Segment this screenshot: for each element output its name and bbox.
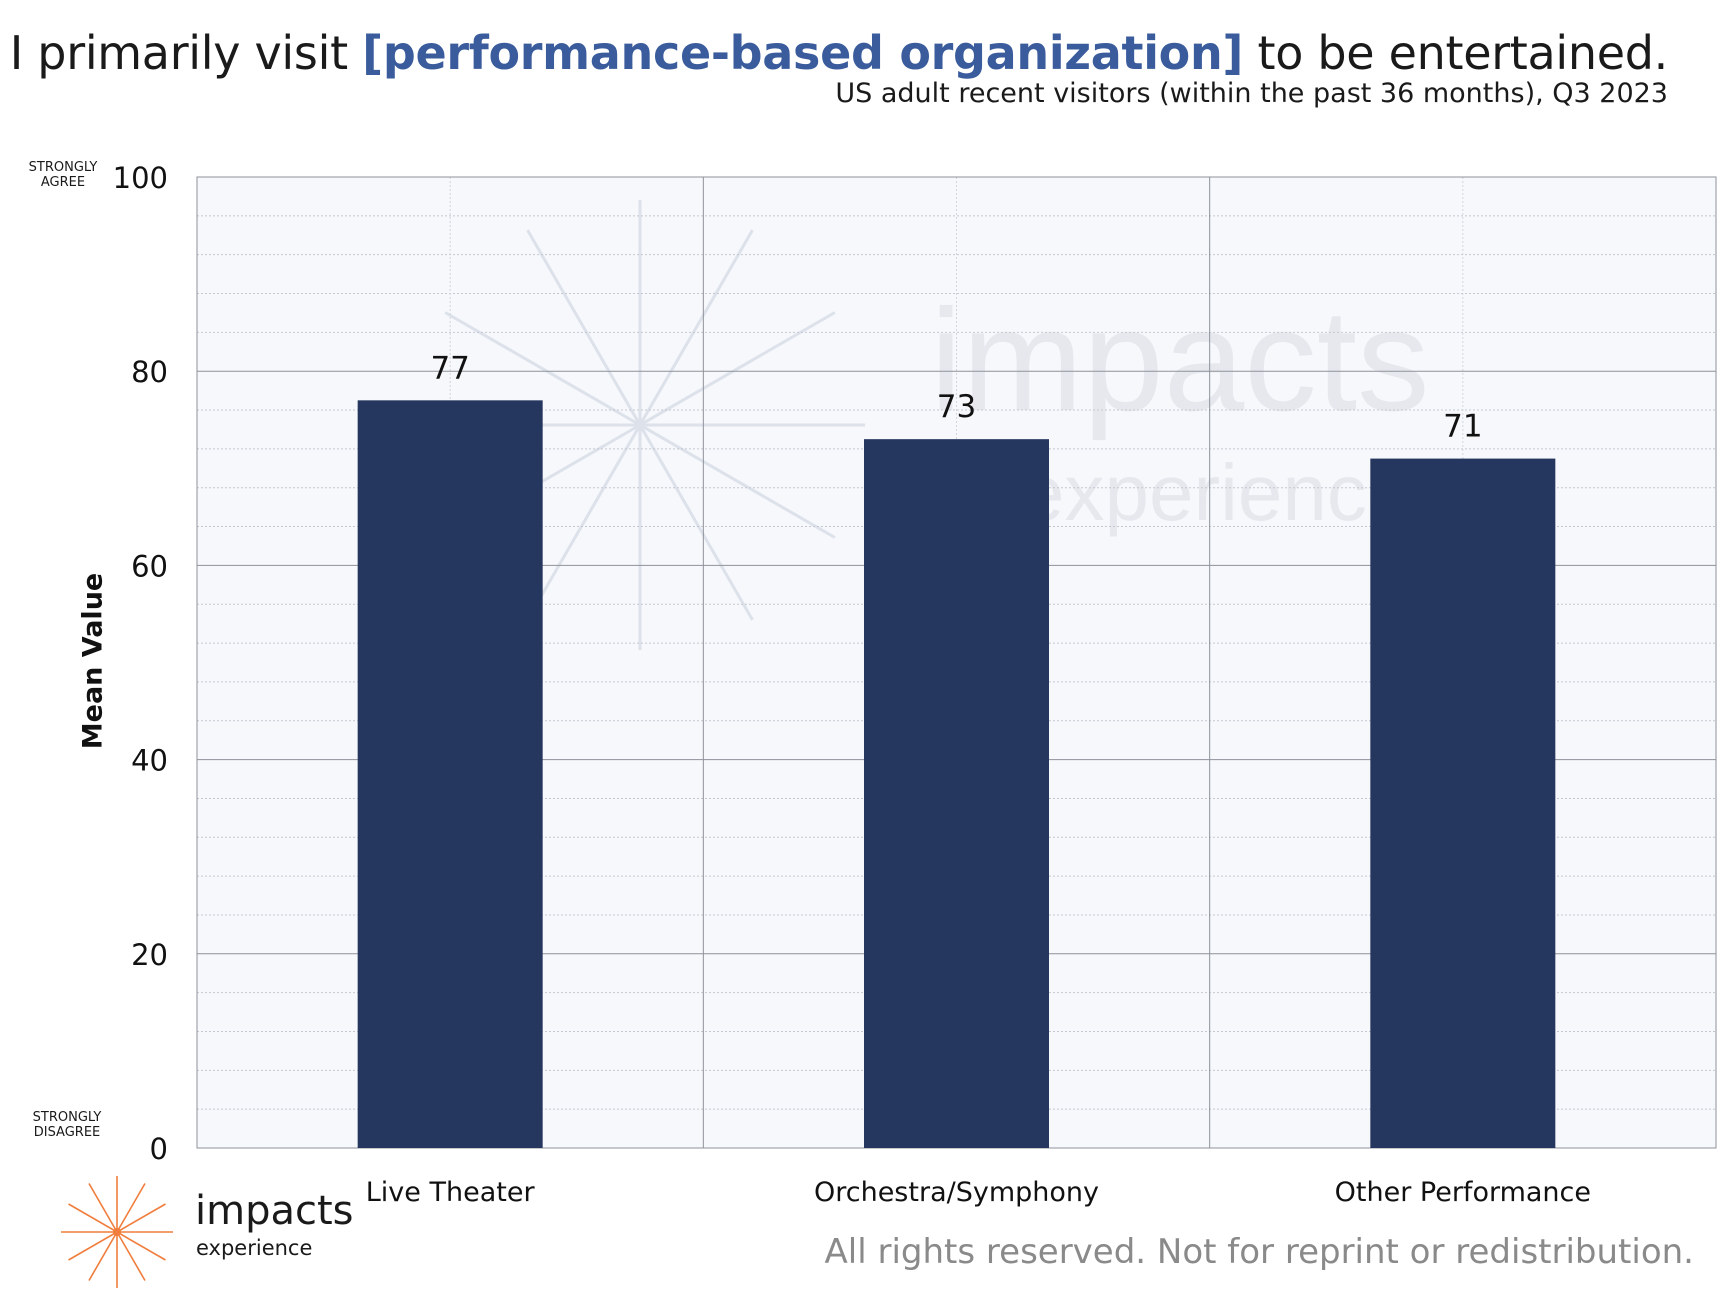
y-tick-label: 40: [131, 744, 168, 778]
data-label: 73: [937, 389, 976, 425]
logo-subtitle: experience: [196, 1236, 313, 1260]
logo-center: [113, 1228, 121, 1236]
x-tick-label: Live Theater: [366, 1177, 536, 1208]
x-tick-label: Orchestra/Symphony: [814, 1177, 1099, 1208]
logo-icon: [61, 1176, 173, 1288]
scale-anchor-top: STRONGLY AGREE: [28, 160, 98, 190]
y-tick-label: 60: [131, 549, 168, 583]
data-label: 77: [430, 350, 469, 386]
watermark-word: impacts: [930, 279, 1430, 441]
logo-wordmark: impacts: [195, 1188, 354, 1234]
watermark-ray: [526, 229, 754, 621]
y-tick-label: 80: [131, 355, 168, 389]
title-highlight: [performance-based organization]: [362, 26, 1244, 80]
y-tick-label: 20: [131, 938, 168, 972]
x-tick-label: Other Performance: [1335, 1177, 1591, 1208]
bar: [357, 400, 543, 1149]
bar: [1370, 458, 1556, 1149]
scale-anchor-bottom: STRONGLY DISAGREE: [32, 1110, 102, 1140]
bar: [864, 439, 1049, 1148]
y-tick-label: 100: [113, 161, 168, 195]
data-label: 71: [1443, 409, 1482, 445]
y-tick-label: 0: [150, 1132, 168, 1166]
watermark-sub: experience: [1020, 448, 1411, 537]
chart-title: I primarily visit [performance-based org…: [9, 26, 1669, 80]
chart-subtitle: US adult recent visitors (within the pas…: [835, 78, 1668, 109]
rights-notice: All rights reserved. Not for reprint or …: [824, 1232, 1694, 1272]
